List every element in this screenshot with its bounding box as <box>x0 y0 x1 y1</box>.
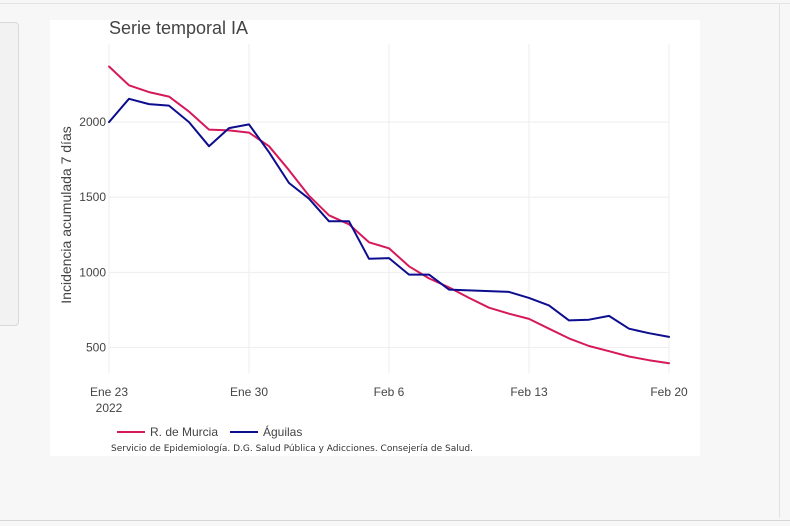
axis-layer: Ene 23 2022 Ene 30 Feb 6 Feb 13 Feb 20 500 1000… <box>79 115 688 415</box>
y-tick-label: 500 <box>86 340 106 354</box>
chart-card <box>50 20 700 456</box>
x-tick-label: Feb 20 <box>650 385 688 399</box>
x-tick-label: Feb 6 <box>374 385 405 399</box>
legend-label: Águilas <box>263 424 302 439</box>
legend-item-murcia[interactable]: R. de Murcia <box>117 425 218 439</box>
y-axis-label: Incidencia acumulada 7 días <box>58 126 74 303</box>
chart-title: Serie temporal IA <box>109 18 248 38</box>
legend[interactable]: R. de Murcia Águilas <box>117 424 302 439</box>
x-tick-sublabel: 2022 <box>96 401 123 415</box>
x-tick-label: Ene 23 <box>90 385 128 399</box>
top-border <box>0 3 790 4</box>
right-border <box>779 3 780 518</box>
y-tick-label: 1000 <box>79 265 106 279</box>
y-tick-label: 2000 <box>79 115 106 129</box>
grid-layer <box>108 44 670 373</box>
x-tick-label: Ene 30 <box>230 385 268 399</box>
series-layer <box>108 65 670 365</box>
side-panel <box>0 22 19 326</box>
y-tick-label: 1500 <box>79 190 106 204</box>
bottom-border <box>0 520 790 521</box>
x-tick-label: Feb 13 <box>510 385 548 399</box>
source-note: Servicio de Epidemiología. D.G. Salud Pú… <box>111 444 473 454</box>
series-line-murcia <box>108 65 670 365</box>
series-line-aguilas <box>108 97 670 338</box>
legend-label: R. de Murcia <box>150 425 218 439</box>
legend-item-aguilas[interactable]: Águilas <box>230 424 302 439</box>
